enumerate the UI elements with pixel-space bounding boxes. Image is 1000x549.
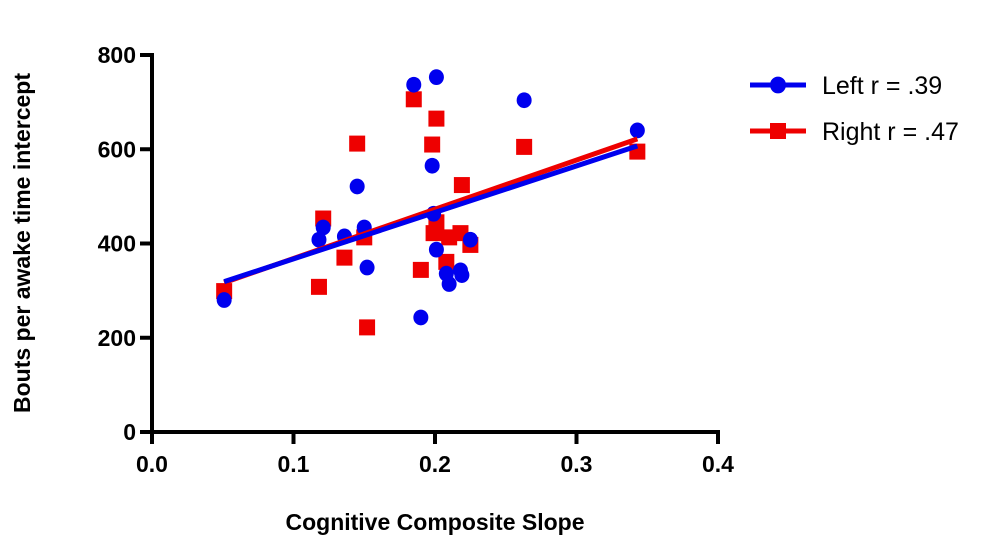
right-data-point xyxy=(336,249,353,266)
legend-square-icon xyxy=(770,123,786,139)
right-data-point xyxy=(438,253,455,270)
legend-circle-icon xyxy=(770,76,786,94)
legend-label: Left r = .39 xyxy=(822,72,942,100)
left-data-point xyxy=(216,292,232,308)
left-data-point xyxy=(516,92,532,109)
left-data-point xyxy=(441,276,457,292)
left-data-point xyxy=(424,157,440,174)
x-tick-label: 0.2 xyxy=(419,451,451,477)
left-fit-line xyxy=(223,143,639,285)
left-data-point xyxy=(629,122,645,139)
left-data-point xyxy=(462,231,478,248)
right-data-point xyxy=(453,177,470,194)
left-data-point xyxy=(311,231,327,248)
x-tick-label: 0.3 xyxy=(561,451,593,477)
left-data-point xyxy=(428,241,444,258)
x-tick-label: 0.1 xyxy=(278,451,310,477)
y-tick-label: 200 xyxy=(98,325,136,351)
axes: 0.0 0.1 0.2 0.3 0.4 0 200 400 600 800 xyxy=(98,42,735,477)
y-tick-label: 0 xyxy=(123,419,136,445)
left-data-point xyxy=(406,76,422,93)
right-data-point xyxy=(310,278,327,295)
y-tick-label: 600 xyxy=(98,136,136,162)
right-data-point xyxy=(412,261,429,278)
y-tick-label: 800 xyxy=(98,42,136,68)
y-tick-label: 400 xyxy=(98,231,136,257)
fit-lines xyxy=(223,136,639,285)
legend: Left r = .39 Right r = .47 xyxy=(750,72,959,146)
left-data-point xyxy=(428,69,444,86)
right-data-point xyxy=(424,136,441,153)
left-data-point xyxy=(413,309,429,326)
data-points xyxy=(216,69,646,336)
y-axis-label: Bouts per awake time intercept xyxy=(9,73,35,413)
left-data-point xyxy=(349,178,365,195)
x-tick-label: 0.4 xyxy=(702,451,734,477)
legend-label: Right r = .47 xyxy=(822,118,959,146)
right-data-point xyxy=(349,135,366,152)
right-data-point xyxy=(516,138,533,155)
x-axis-label: Cognitive Composite Slope xyxy=(285,509,584,535)
left-data-point xyxy=(359,259,375,276)
left-data-point xyxy=(454,267,470,283)
right-data-point xyxy=(405,91,422,108)
x-tick-label: 0.0 xyxy=(136,451,168,477)
right-data-point xyxy=(359,319,376,336)
right-data-point xyxy=(428,110,445,127)
left-data-point xyxy=(315,219,331,236)
